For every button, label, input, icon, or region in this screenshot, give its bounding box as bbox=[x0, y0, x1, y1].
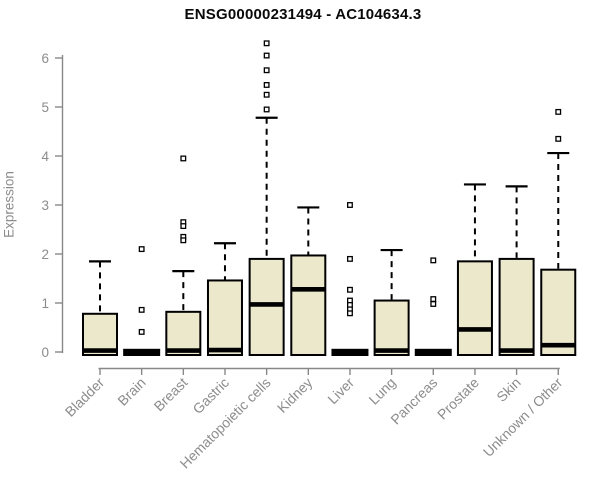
outlier-point bbox=[263, 52, 270, 59]
outlier-point bbox=[263, 82, 270, 88]
x-tick-label-bladder: Bladder bbox=[62, 374, 108, 420]
outlier-point bbox=[263, 40, 270, 47]
y-tick-label-4: 4 bbox=[41, 149, 49, 164]
y-tick-label-3: 3 bbox=[41, 198, 49, 213]
flat-box bbox=[414, 348, 452, 356]
box-group-lung bbox=[373, 248, 410, 356]
box-group-pancreas bbox=[414, 257, 452, 356]
box-group-prostate bbox=[456, 183, 493, 357]
box bbox=[165, 310, 202, 357]
box bbox=[456, 260, 493, 357]
x-tick-label-liver: Liver bbox=[324, 374, 357, 407]
y-axis: 0 1 2 3 4 5 6 bbox=[41, 51, 64, 360]
y-tick-label-0: 0 bbox=[41, 345, 49, 360]
outlier-point bbox=[347, 286, 353, 293]
outlier-point bbox=[263, 91, 270, 98]
box-group-unknown-other bbox=[540, 108, 577, 356]
box-group-skin bbox=[498, 185, 535, 356]
outlier-point bbox=[430, 296, 437, 303]
y-tick-label-5: 5 bbox=[41, 100, 49, 115]
outlier-point bbox=[138, 246, 145, 253]
x-tick-label-breast: Breast bbox=[151, 374, 191, 414]
box bbox=[290, 254, 327, 356]
outlier-point bbox=[263, 67, 270, 74]
x-tick-label-kidney: Kidney bbox=[274, 374, 316, 416]
outlier-point bbox=[347, 310, 353, 317]
outlier-point bbox=[138, 306, 145, 313]
outlier-point bbox=[180, 237, 187, 244]
x-tick-label-brain: Brain bbox=[114, 374, 148, 408]
outlier-point bbox=[555, 108, 562, 115]
box bbox=[82, 312, 118, 356]
box-group-liver bbox=[331, 202, 369, 356]
box-group-kidney bbox=[290, 206, 327, 356]
outlier-point bbox=[430, 301, 437, 307]
chart-title: ENSG00000231494 - AC104634.3 bbox=[184, 6, 422, 23]
box-group-breast bbox=[165, 155, 202, 357]
flat-box bbox=[331, 348, 369, 356]
x-tick-label-prostate: Prostate bbox=[434, 374, 482, 422]
x-tick-label-lung: Lung bbox=[365, 374, 398, 407]
box-group-gastric bbox=[206, 242, 243, 356]
box-group-hematopoietic-cells bbox=[248, 40, 285, 356]
box bbox=[498, 257, 535, 356]
outlier-point bbox=[180, 223, 187, 230]
y-tick-label-2: 2 bbox=[41, 247, 49, 262]
box bbox=[540, 268, 577, 356]
outlier-point bbox=[180, 155, 187, 162]
y-tick-label-6: 6 bbox=[41, 51, 49, 66]
x-tick-label-unknown-other: Unknown / Other bbox=[480, 374, 566, 460]
x-tick-label-skin: Skin bbox=[493, 374, 524, 405]
outlier-point bbox=[263, 106, 270, 113]
box bbox=[373, 299, 410, 356]
outlier-point bbox=[138, 328, 145, 335]
box-group-bladder bbox=[82, 260, 118, 356]
box-group-brain bbox=[123, 246, 161, 356]
box bbox=[248, 257, 285, 356]
outlier-point bbox=[555, 135, 562, 142]
y-tick-label-1: 1 bbox=[41, 296, 49, 311]
outlier-point bbox=[347, 255, 353, 262]
outlier-point bbox=[347, 202, 353, 208]
flat-box bbox=[123, 348, 161, 356]
box bbox=[206, 279, 243, 356]
outlier-point bbox=[430, 257, 437, 264]
